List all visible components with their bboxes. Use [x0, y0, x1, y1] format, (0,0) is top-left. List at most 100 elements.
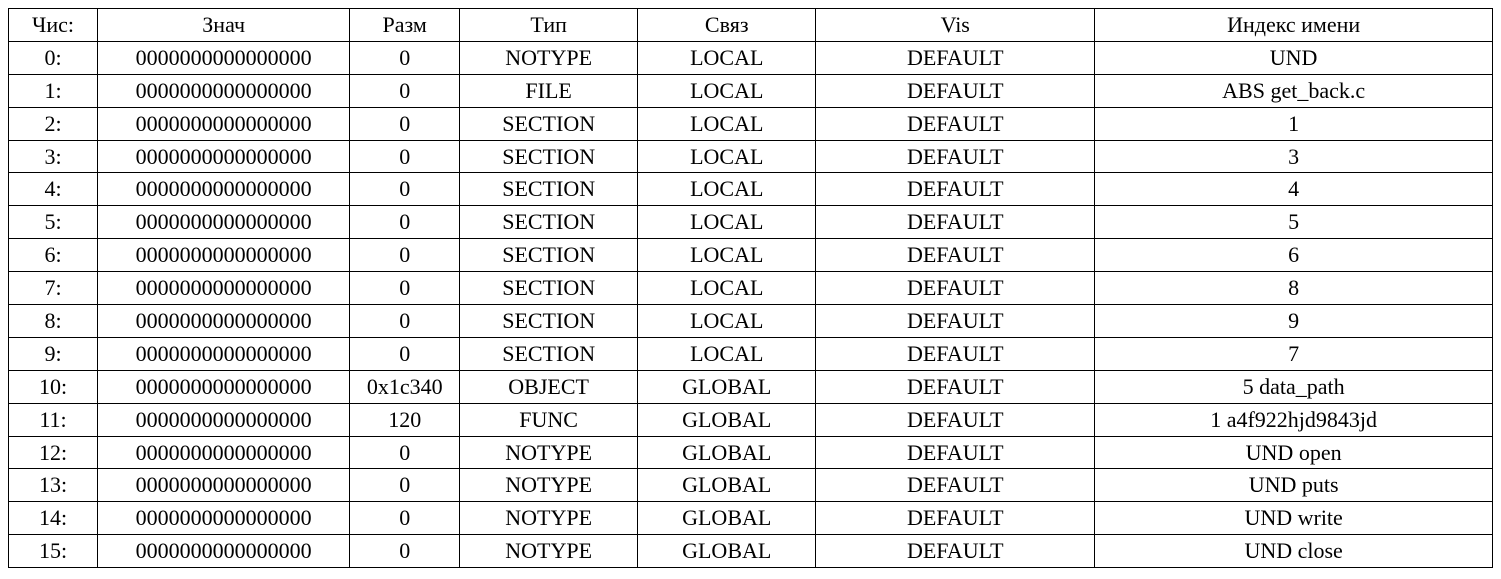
table-cell: 0000000000000000: [98, 272, 350, 305]
table-cell: GLOBAL: [638, 469, 816, 502]
table-cell: DEFAULT: [816, 370, 1095, 403]
table-cell: 11:: [9, 403, 98, 436]
header-cell: Тип: [460, 9, 638, 42]
table-row: 4:00000000000000000SECTIONLOCALDEFAULT4: [9, 173, 1493, 206]
table-cell: DEFAULT: [816, 305, 1095, 338]
symbol-table-head: Чис:ЗначРазмТипСвязVisИндекс имени: [9, 9, 1493, 42]
table-cell: NOTYPE: [460, 469, 638, 502]
table-cell: 6: [1095, 239, 1493, 272]
table-cell: SECTION: [460, 337, 638, 370]
table-cell: DEFAULT: [816, 469, 1095, 502]
table-row: 1:00000000000000000FILELOCALDEFAULTABS g…: [9, 74, 1493, 107]
table-cell: LOCAL: [638, 74, 816, 107]
table-cell: 5: [1095, 206, 1493, 239]
table-cell: 0: [350, 272, 460, 305]
symbol-table-body: 0:00000000000000000NOTYPELOCALDEFAULTUND…: [9, 41, 1493, 567]
table-row: 6:00000000000000000SECTIONLOCALDEFAULT6: [9, 239, 1493, 272]
table-row: 10:00000000000000000x1c340OBJECTGLOBALDE…: [9, 370, 1493, 403]
table-cell: 5 data_path: [1095, 370, 1493, 403]
table-cell: 0: [350, 140, 460, 173]
table-cell: NOTYPE: [460, 535, 638, 568]
table-row: 15:00000000000000000NOTYPEGLOBALDEFAULTU…: [9, 535, 1493, 568]
table-row: 5:00000000000000000SECTIONLOCALDEFAULT5: [9, 206, 1493, 239]
table-cell: GLOBAL: [638, 370, 816, 403]
table-cell: 8:: [9, 305, 98, 338]
table-cell: 6:: [9, 239, 98, 272]
table-cell: 0000000000000000: [98, 436, 350, 469]
table-cell: NOTYPE: [460, 502, 638, 535]
table-cell: 0000000000000000: [98, 305, 350, 338]
table-cell: 9: [1095, 305, 1493, 338]
table-cell: LOCAL: [638, 305, 816, 338]
table-cell: UND puts: [1095, 469, 1493, 502]
table-cell: LOCAL: [638, 239, 816, 272]
table-cell: 7:: [9, 272, 98, 305]
table-row: 8:00000000000000000SECTIONLOCALDEFAULT9: [9, 305, 1493, 338]
table-cell: DEFAULT: [816, 74, 1095, 107]
table-cell: GLOBAL: [638, 403, 816, 436]
table-cell: DEFAULT: [816, 239, 1095, 272]
table-cell: 3:: [9, 140, 98, 173]
table-row: 9:00000000000000000SECTIONLOCALDEFAULT7: [9, 337, 1493, 370]
table-cell: ABS get_back.c: [1095, 74, 1493, 107]
header-cell: Индекс имени: [1095, 9, 1493, 42]
table-cell: GLOBAL: [638, 436, 816, 469]
table-cell: DEFAULT: [816, 272, 1095, 305]
table-cell: 0: [350, 469, 460, 502]
table-cell: DEFAULT: [816, 206, 1095, 239]
table-cell: LOCAL: [638, 337, 816, 370]
table-cell: SECTION: [460, 305, 638, 338]
table-cell: 0000000000000000: [98, 502, 350, 535]
table-cell: 13:: [9, 469, 98, 502]
table-row: 2:00000000000000000SECTIONLOCALDEFAULT1: [9, 107, 1493, 140]
table-cell: 0: [350, 337, 460, 370]
table-row: 14:00000000000000000NOTYPEGLOBALDEFAULTU…: [9, 502, 1493, 535]
table-cell: 15:: [9, 535, 98, 568]
table-cell: DEFAULT: [816, 140, 1095, 173]
table-cell: 8: [1095, 272, 1493, 305]
table-cell: LOCAL: [638, 41, 816, 74]
table-cell: 1 a4f922hjd9843jd: [1095, 403, 1493, 436]
table-row: 0:00000000000000000NOTYPELOCALDEFAULTUND: [9, 41, 1493, 74]
table-cell: 1:: [9, 74, 98, 107]
table-cell: 0: [350, 535, 460, 568]
table-cell: 0000000000000000: [98, 74, 350, 107]
table-cell: 3: [1095, 140, 1493, 173]
table-cell: 9:: [9, 337, 98, 370]
table-cell: SECTION: [460, 140, 638, 173]
table-cell: DEFAULT: [816, 337, 1095, 370]
table-cell: UND close: [1095, 535, 1493, 568]
table-cell: NOTYPE: [460, 436, 638, 469]
table-cell: 120: [350, 403, 460, 436]
header-cell: Чис:: [9, 9, 98, 42]
table-cell: 0000000000000000: [98, 41, 350, 74]
header-cell: Vis: [816, 9, 1095, 42]
table-cell: 0: [350, 107, 460, 140]
table-cell: SECTION: [460, 272, 638, 305]
table-cell: LOCAL: [638, 140, 816, 173]
table-cell: FILE: [460, 74, 638, 107]
table-cell: DEFAULT: [816, 403, 1095, 436]
table-row: 12:00000000000000000NOTYPEGLOBALDEFAULTU…: [9, 436, 1493, 469]
table-cell: UND open: [1095, 436, 1493, 469]
table-cell: 0000000000000000: [98, 535, 350, 568]
table-cell: 10:: [9, 370, 98, 403]
table-cell: 4: [1095, 173, 1493, 206]
table-cell: 0000000000000000: [98, 206, 350, 239]
table-cell: SECTION: [460, 206, 638, 239]
table-cell: GLOBAL: [638, 502, 816, 535]
table-cell: 4:: [9, 173, 98, 206]
table-cell: 14:: [9, 502, 98, 535]
header-cell: Разм: [350, 9, 460, 42]
table-cell: DEFAULT: [816, 535, 1095, 568]
table-cell: 0:: [9, 41, 98, 74]
table-cell: OBJECT: [460, 370, 638, 403]
table-cell: DEFAULT: [816, 41, 1095, 74]
table-cell: 0: [350, 502, 460, 535]
table-cell: FUNC: [460, 403, 638, 436]
table-cell: 0000000000000000: [98, 173, 350, 206]
table-cell: UND: [1095, 41, 1493, 74]
table-row: 7:00000000000000000SECTIONLOCALDEFAULT8: [9, 272, 1493, 305]
table-cell: DEFAULT: [816, 173, 1095, 206]
table-cell: 0000000000000000: [98, 337, 350, 370]
